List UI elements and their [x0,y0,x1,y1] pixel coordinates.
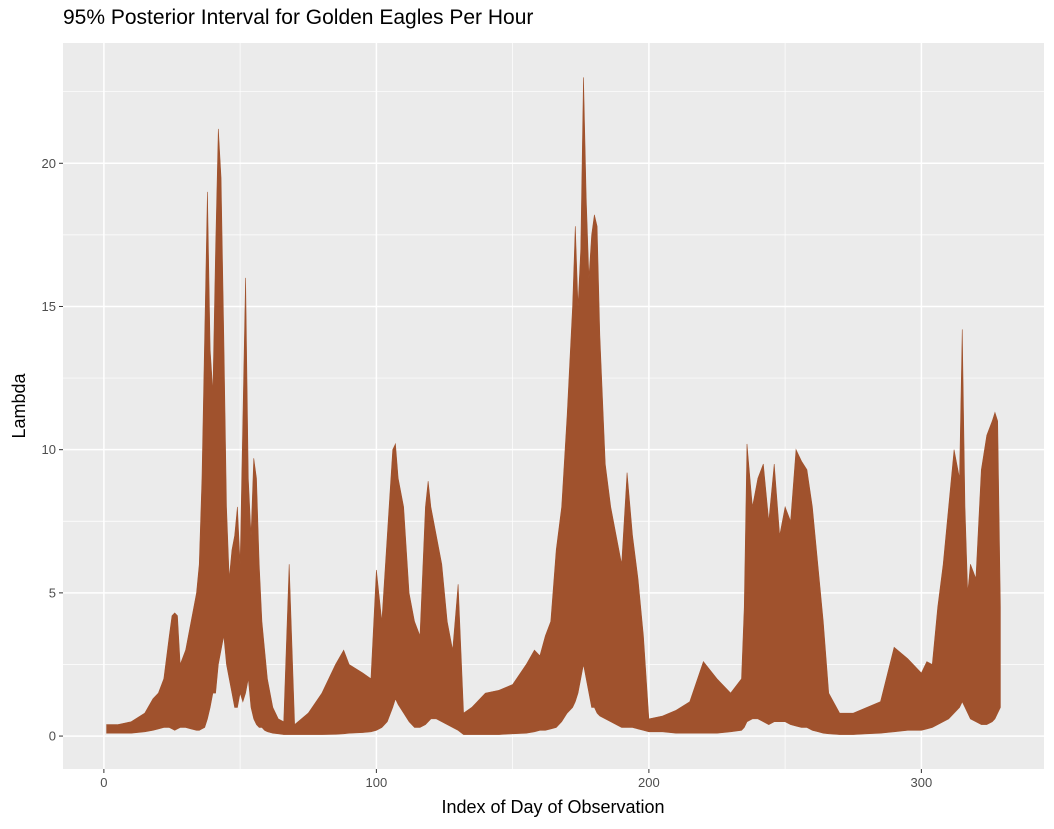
x-tick-label: 100 [366,775,388,790]
x-axis-title: Index of Day of Observation [441,797,664,817]
chart-title: 95% Posterior Interval for Golden Eagles… [63,6,534,29]
x-tick-label: 200 [638,775,660,790]
x-axis-ticks: 0 100 200 300 [100,769,932,790]
x-tick-label: 0 [100,775,107,790]
interval-band-series-0 [106,77,1001,735]
y-axis-title: Lambda [9,372,29,438]
y-tick-label: 5 [49,585,56,600]
y-axis-ticks: 0 5 10 15 20 [42,156,63,744]
y-tick-label: 15 [42,299,56,314]
posterior-interval-band [106,77,1001,735]
y-tick-label: 0 [49,729,56,744]
y-tick-label: 10 [42,442,56,457]
x-tick-label: 300 [911,775,933,790]
y-tick-label: 20 [42,156,56,171]
